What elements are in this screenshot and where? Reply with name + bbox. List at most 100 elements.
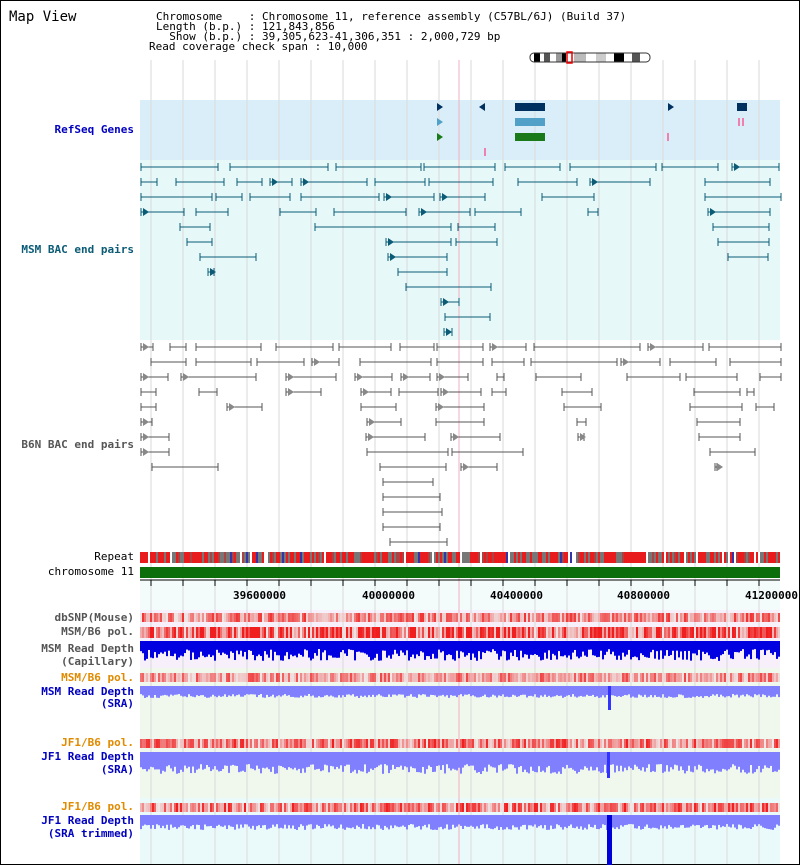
jf1-depth-sra-bar [328,752,330,773]
jf1-depth-trim-bar [348,815,350,828]
msm-pol-cell [574,673,576,682]
msm-bac-end-marker [443,298,449,306]
jf1-pol-cell [740,803,742,812]
jf1-depth-sra-bar [298,752,300,769]
repeat-segment [354,552,356,563]
msm-depth-cap-bar [482,641,484,653]
jf1-pol-cell [366,739,368,748]
dbsnp-cell [352,613,354,622]
msm-pol-cell [652,627,654,638]
repeat-segment [690,552,692,563]
b6n-bac-end-marker [183,373,189,381]
msm-pol-cell [772,673,774,682]
jf1-pol-cell [232,803,234,812]
jf1-pol-cell [320,803,322,812]
msm-depth-cap-bar [488,641,490,652]
msm-pol-cell [766,627,768,638]
msm-pol-cell [466,627,468,638]
msm-depth-cap-bar [374,641,376,658]
dbsnp-cell [546,613,548,622]
jf1-pol-cell [672,739,674,748]
msm-pol-cell [646,673,648,682]
msm-depth-cap-bar [158,641,160,655]
jf1-depth-trim-bar [384,815,386,826]
b6n-bac-end-marker [288,388,294,396]
jf1-depth-sra-bar [568,752,570,769]
repeat-segment [774,552,776,563]
msm-pol-cell [514,627,516,638]
repeat-segment [702,552,704,563]
jf1-pol-cell [662,739,664,748]
jf1-pol-cell [538,803,540,812]
jf1-pol-cell [430,739,432,748]
jf1-depth-sra-bar [194,752,196,773]
jf1-pol-cell [550,739,552,748]
msm-pol-cell [238,673,240,682]
jf1-pol-cell [764,739,766,748]
b6n-bac-end-marker [623,358,629,366]
jf1-pol-cell [360,803,362,812]
jf1-depth-sra-bar [604,752,606,765]
msm-pol-cell [500,627,502,638]
msm-pol-cell [238,627,240,638]
dbsnp-cell [640,613,642,622]
jf1-depth-sra-bar [394,752,396,769]
jf1-pol-cell [590,803,592,812]
msm-pol-cell [594,673,596,682]
jf1-pol-cell [150,803,152,812]
jf1-pol-cell [548,739,550,748]
msm-depth-sra-bar [360,686,362,696]
dbsnp-cell [192,613,194,622]
msm-depth-cap-bar [280,641,282,661]
msm-pol-cell [734,673,736,682]
jf1-depth-trim-bar [650,815,652,829]
dbsnp-cell [570,613,572,622]
msm-pol-cell [630,627,632,638]
jf1-pol-cell [490,803,492,812]
msm-pol-cell [578,673,580,682]
repeat-segment [158,552,160,563]
msm-depth-sra-bar [658,686,660,697]
msm-pol-cell [634,673,636,682]
jf1-depth-trim-bar [176,815,178,829]
msm-depth-cap-bar [686,641,688,660]
dbsnp-cell [648,613,650,622]
repeat-segment [714,552,716,563]
msm-pol-cell [382,627,384,638]
jf1-depth-sra-bar [286,752,288,770]
dbsnp-cell [210,613,212,622]
msm-depth-sra-bar [720,686,722,695]
msm-pol-cell [598,673,600,682]
msm-depth-sra-bar [216,686,218,698]
jf1-depth-trim-bar [614,815,616,829]
msm-pol-cell [346,627,348,638]
jf1-depth-sra-bar [512,752,514,765]
dbsnp-cell [614,613,616,622]
msm-pol-cell [558,673,560,682]
jf1-pol-cell [552,803,554,812]
dbsnp-cell [398,613,400,622]
track-label-b6n-bac[interactable]: B6N BAC end pairs [21,438,134,451]
track-label-msm-bac[interactable]: MSM BAC end pairs [21,243,134,256]
jf1-pol-cell [142,803,144,812]
jf1-depth-trim-bar [704,815,706,826]
msm-pol-cell [254,673,256,682]
jf1-depth-sra-bar [362,752,364,772]
msm-depth-cap-bar [404,641,406,656]
jf1-depth-trim-bar [406,815,408,830]
jf1-pol-cell [680,739,682,748]
jf1-pol-cell [522,739,524,748]
msm-pol-cell [748,673,750,682]
msm-depth-cap-bar [342,641,344,651]
track-label-refseq[interactable]: RefSeq Genes [54,123,134,136]
jf1-depth-sra-bar [614,752,616,773]
msm-depth-cap-bar [444,641,446,661]
msm-pol-cell [278,627,280,638]
jf1-pol-cell [612,739,614,748]
jf1-pol-cell [604,739,606,748]
jf1-pol-cell [428,803,430,812]
msm-pol-cell [750,673,752,682]
repeat-segment [382,552,384,563]
jf1-depth-trim-bar [228,815,230,826]
